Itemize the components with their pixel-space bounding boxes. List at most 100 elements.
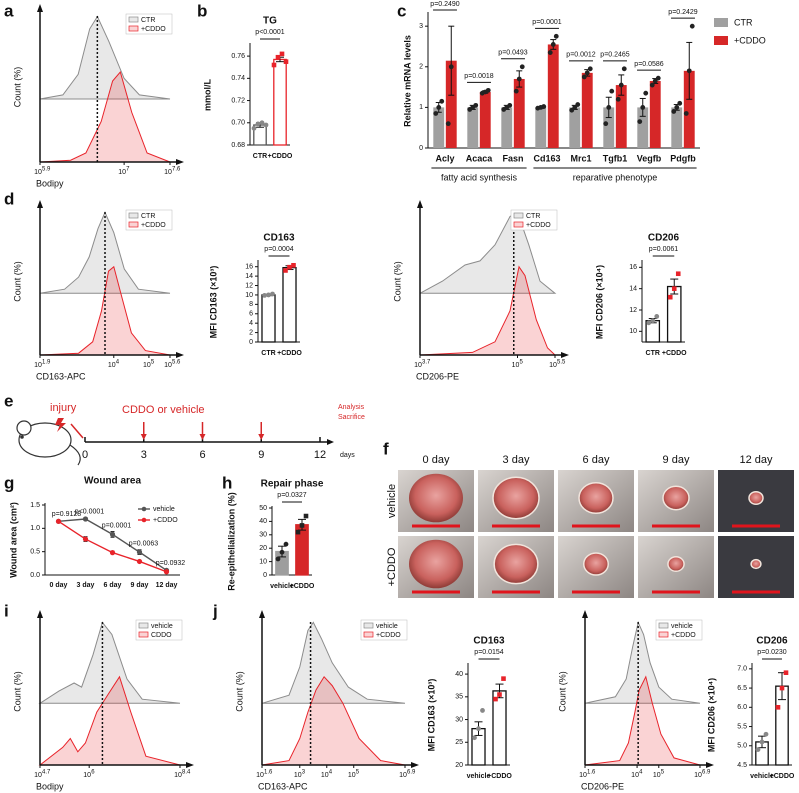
data-point (270, 291, 275, 297)
y-tick-label: 0.5 (30, 549, 40, 556)
y-tick-label: 3 (419, 23, 423, 30)
y-tick-label: 1.0 (30, 525, 40, 532)
data-point (485, 87, 491, 93)
legend-swatch (363, 622, 374, 629)
x-tick-label: Mrc1 (570, 153, 591, 163)
bar (666, 285, 682, 343)
y-tick-label: 0.76 (231, 53, 245, 60)
x-tick-exponent: 4.7 (42, 770, 51, 776)
x-tick-label: 10 (631, 772, 639, 779)
x-tick-label: vehicle (750, 773, 774, 780)
y-tick-label: 1 (419, 104, 423, 111)
y-tick-label: 12 (629, 307, 637, 314)
y-tick-label: 6 (249, 311, 253, 318)
data-point (609, 88, 615, 94)
axis-arrow (176, 352, 184, 358)
chart-title: Wound area (84, 476, 141, 487)
x-axis-label: CD163-APC (258, 781, 308, 791)
data-point (650, 318, 656, 324)
x-tick-exponent: 7 (126, 167, 130, 173)
legend-label: CTR (526, 213, 540, 220)
x-tick-label: 10 (164, 362, 172, 369)
legend-swatch (714, 36, 728, 45)
x-tick-label: 10 (549, 362, 557, 369)
bar (445, 60, 457, 148)
data-point (783, 670, 789, 675)
data-point (621, 66, 627, 72)
p-value: p<0.0001 (255, 29, 284, 36)
p-value: p=0.0230 (757, 649, 786, 656)
x-tick-label: 10 (34, 362, 42, 369)
x-tick-label: Acly (435, 153, 454, 163)
x-tick-label: 10 (118, 169, 126, 176)
line-marker (82, 536, 89, 542)
x-tick-exponent: 6 (91, 770, 95, 776)
legend-swatch (138, 631, 149, 638)
x-tick-exponent: 1.9 (42, 360, 51, 366)
legend-label: vehicle (153, 506, 175, 513)
y-tick-label: 12 (245, 282, 253, 289)
wound (493, 543, 539, 585)
data-point (689, 23, 695, 29)
x-tick-label: Cd163 (533, 153, 560, 163)
y-axis-label: Count (%) (557, 671, 567, 712)
data-point (654, 314, 660, 319)
chart-title: TG (263, 16, 277, 27)
data-point (615, 96, 621, 102)
legend-label: +CDDO (141, 222, 166, 229)
p-value: p=0.0493 (498, 50, 527, 57)
data-point (283, 541, 289, 547)
line-marker (82, 516, 89, 522)
y-tick-label: 50 (259, 505, 267, 512)
x-tick-label: 10 (653, 772, 661, 779)
line-marker (136, 549, 143, 555)
legend-box (125, 209, 173, 231)
p-value: p=0.0018 (464, 73, 493, 80)
x-tick-label: 10 (143, 362, 151, 369)
panel-label: i (4, 601, 9, 620)
p-value: p=0.0154 (474, 649, 503, 656)
data-point (445, 121, 451, 127)
legend-label: vehicle (376, 623, 398, 630)
y-axis-label: MFI CD206 (×10⁴) (594, 265, 604, 339)
x-tick-label: 10 (321, 772, 329, 779)
x-tick-label: +CDDO (277, 350, 302, 357)
x-tick-exponent: 3.7 (422, 360, 431, 366)
timeline-tick-label: 9 (258, 449, 264, 461)
mouse-icon (16, 420, 81, 466)
data-point (480, 708, 485, 713)
y-tick-label: 0.70 (231, 120, 245, 127)
data-point (472, 735, 477, 741)
data-point (279, 51, 285, 57)
bar (569, 107, 581, 148)
data-point (581, 74, 587, 80)
data-point (275, 54, 281, 60)
data-point (251, 125, 257, 131)
legend-swatch (714, 18, 728, 27)
y-tick-label: 16 (245, 264, 253, 271)
data-point (683, 111, 689, 116)
wound (492, 476, 540, 520)
bar (282, 266, 297, 343)
p-value: p=0.0061 (649, 246, 678, 253)
p-value: p=0.0012 (566, 52, 595, 59)
x-tick-label: 6 day (104, 582, 122, 589)
x-tick-label: 12 day (156, 582, 178, 589)
axis-arrow (561, 352, 569, 358)
axis-arrow (259, 610, 265, 618)
bar (513, 78, 525, 148)
panel-label: g (4, 473, 14, 492)
legend-label: +CDDO (141, 26, 166, 33)
density-curve (261, 675, 406, 766)
data-point (287, 264, 292, 270)
p-value: p=0.9128 (52, 511, 81, 518)
axis-arrow (411, 762, 419, 768)
axis-arrow (582, 610, 588, 618)
x-tick-exponent: 8.4 (182, 770, 191, 776)
y-tick-label: 7.0 (737, 666, 747, 673)
legend-swatch (128, 221, 139, 228)
x-tick-label: 3 day (77, 582, 95, 589)
y-tick-label: 25 (455, 739, 463, 746)
